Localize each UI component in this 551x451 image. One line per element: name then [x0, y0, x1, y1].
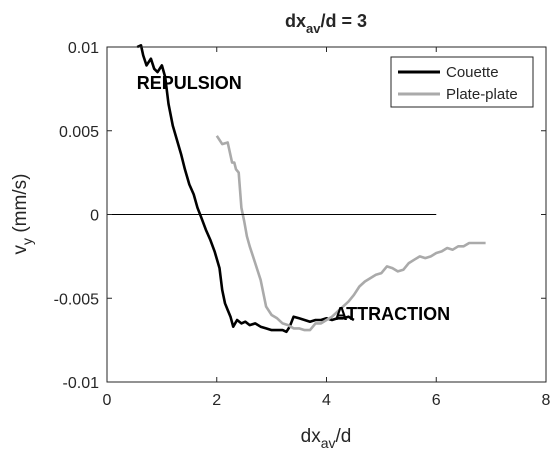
y-axis-label: vy (mm/s)	[10, 174, 35, 255]
legend-label-couette: Couette	[446, 64, 499, 81]
x-tick-label: 2	[212, 392, 221, 409]
legend-label-plate-plate: Plate-plate	[446, 86, 518, 103]
chart-title: dxav/d = 3	[285, 11, 367, 36]
y-tick-label: 0.01	[68, 40, 99, 57]
y-tick-label: 0.005	[59, 124, 99, 141]
x-tick-label: 8	[542, 392, 551, 409]
series-line-plate-plate	[215, 135, 486, 332]
series-layer	[136, 43, 486, 334]
y-tick-label: 0	[90, 208, 99, 225]
x-tick-label: 6	[432, 392, 441, 409]
legend-box	[390, 56, 534, 108]
annotation-repulsion: REPULSION	[137, 73, 242, 93]
x-tick-label: 4	[322, 392, 331, 409]
y-tick-label: -0.005	[54, 291, 99, 308]
tick-layer: 0 2 4 6 8 -0.01 -0.005 0 0.005 0.01	[54, 40, 551, 409]
legend: Couette Plate-plate	[390, 56, 534, 108]
x-axis-label: dxav/d	[301, 426, 352, 451]
x-tick-label: 0	[103, 392, 112, 409]
annotation-attraction: ATTRACTION	[335, 304, 451, 324]
series-line-couette	[136, 43, 355, 334]
y-tick-label: -0.01	[63, 375, 100, 392]
